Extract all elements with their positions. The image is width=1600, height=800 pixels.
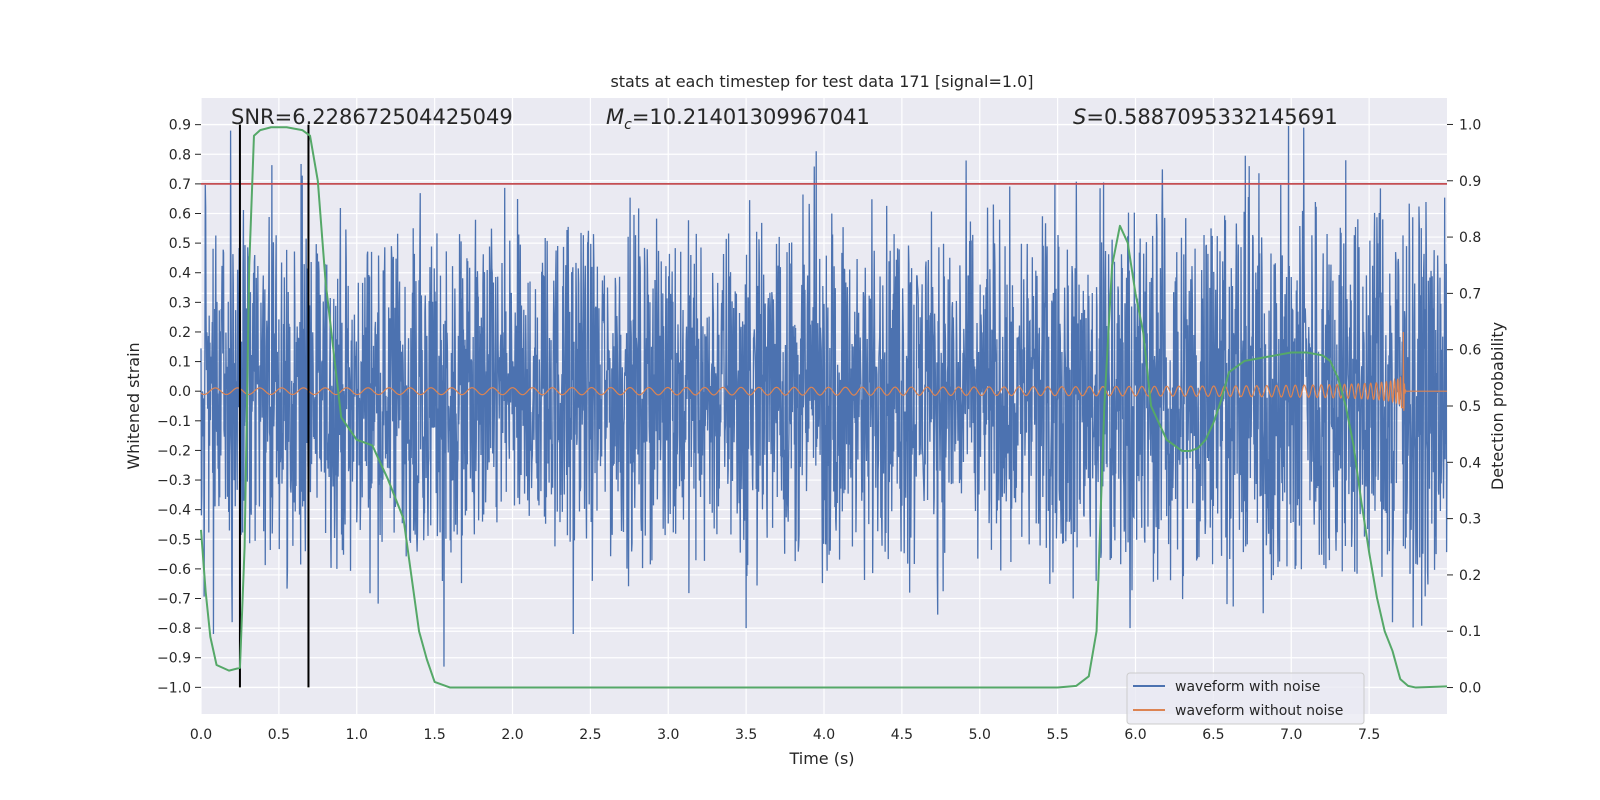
mc-symbol: M — [606, 105, 624, 129]
y-tick-label: 0.3 — [169, 295, 191, 311]
y-tick-label: −0.2 — [157, 443, 191, 459]
y-tick-label: 0.1 — [169, 355, 191, 371]
x-tick-label: 1.0 — [346, 727, 368, 743]
x-tick-label: 3.0 — [657, 727, 679, 743]
y-right-tick-label: 0.8 — [1459, 230, 1481, 246]
y-tick-label: 0.9 — [169, 118, 191, 134]
mc-value: =10.21401309967041 — [632, 105, 870, 129]
y-tick-label: 0.6 — [169, 207, 191, 223]
s-annotation: S=0.5887095332145691 — [1073, 105, 1338, 129]
y-tick-label: −0.7 — [157, 592, 191, 608]
y-right-tick-label: 1.0 — [1459, 117, 1481, 133]
noise-waveform-line — [200, 125, 1448, 667]
y-tick-label: −1.0 — [157, 680, 191, 696]
y-tick-label: 0.4 — [169, 266, 191, 282]
mc-subscript: c — [624, 117, 632, 133]
y-tick-label: −0.5 — [157, 532, 191, 548]
x-tick-label: 0.5 — [268, 727, 290, 743]
y-right-tick-label: 0.9 — [1459, 174, 1481, 190]
legend-label-chirp: waveform without noise — [1175, 703, 1343, 719]
y-right-tick-label: 0.3 — [1459, 512, 1481, 528]
y-axis-ticks: 0.9 0.8 0.7 0.6 0.5 0.4 0.3 0.2 0.1 0.0 −0.1 −0.2 −0… — [157, 118, 201, 696]
x-tick-label: 4.5 — [891, 727, 913, 743]
x-tick-label: 0.0 — [190, 727, 212, 743]
y-tick-label: −0.9 — [157, 651, 191, 667]
x-tick-label: 6.5 — [1202, 727, 1224, 743]
y-tick-label: 0.0 — [169, 384, 191, 400]
mc-annotation: Mc=10.21401309967041 — [606, 105, 870, 133]
y-right-tick-label: 0.4 — [1459, 455, 1481, 471]
y-axis-label: Whitened strain — [124, 342, 143, 469]
x-tick-label: 5.0 — [969, 727, 991, 743]
y-tick-label: −0.6 — [157, 562, 191, 578]
y-right-tick-label: 0.6 — [1459, 343, 1481, 359]
chirp-waveform-line — [200, 331, 1447, 411]
y-right-tick-label: 0.1 — [1459, 624, 1481, 640]
x-tick-label: 4.0 — [813, 727, 835, 743]
s-symbol: S — [1073, 105, 1086, 129]
series-waveform-without-noise — [200, 331, 1447, 411]
y-right-tick-label: 0.7 — [1459, 286, 1481, 302]
chart-title: stats at each timestep for test data 171… — [610, 72, 1033, 91]
x-tick-label: 7.0 — [1280, 727, 1302, 743]
y-tick-label: −0.4 — [157, 503, 191, 519]
y-axis-right-ticks: 1.0 0.9 0.8 0.7 0.6 0.5 0.4 0.3 0.2 0.1 0.0 — [1447, 117, 1481, 697]
x-axis-label: Time (s) — [788, 749, 854, 768]
x-tick-label: 2.5 — [579, 727, 601, 743]
x-tick-label: 6.0 — [1124, 727, 1146, 743]
y-tick-label: 0.5 — [169, 236, 191, 252]
x-tick-label: 2.0 — [501, 727, 523, 743]
x-axis-ticks: 0.0 0.5 1.0 1.5 2.0 2.5 3.0 3.5 4.0 4.5 5.0 5.5 6.0 6… — [190, 727, 1380, 743]
legend-box — [1126, 672, 1365, 725]
legend: waveform with noise waveform without noi… — [1126, 672, 1365, 725]
x-tick-label: 1.5 — [423, 727, 445, 743]
y-tick-label: −0.1 — [157, 414, 191, 430]
y-tick-label: −0.3 — [157, 473, 191, 489]
y-tick-label: −0.8 — [157, 621, 191, 637]
y-right-tick-label: 0.2 — [1459, 568, 1481, 584]
snr-annotation: SNR=6.228672504425049 — [231, 105, 513, 129]
y-tick-label: 0.8 — [169, 147, 191, 163]
y-tick-label: 0.7 — [169, 177, 191, 193]
series-waveform-with-noise — [200, 125, 1448, 667]
y-right-tick-label: 0.5 — [1459, 399, 1481, 415]
x-tick-label: 7.5 — [1358, 727, 1380, 743]
vertical-markers — [238, 124, 310, 688]
x-tick-label: 5.5 — [1046, 727, 1068, 743]
series-detection-probability — [200, 126, 1448, 689]
y-tick-label: 0.2 — [169, 325, 191, 341]
legend-label-noise: waveform with noise — [1175, 679, 1320, 695]
x-tick-label: 3.5 — [735, 727, 757, 743]
y-axis-right-label: Detection probability — [1488, 322, 1507, 490]
probability-line — [200, 126, 1448, 689]
y-right-tick-label: 0.0 — [1459, 681, 1481, 697]
s-value: =0.5887095332145691 — [1086, 105, 1337, 129]
